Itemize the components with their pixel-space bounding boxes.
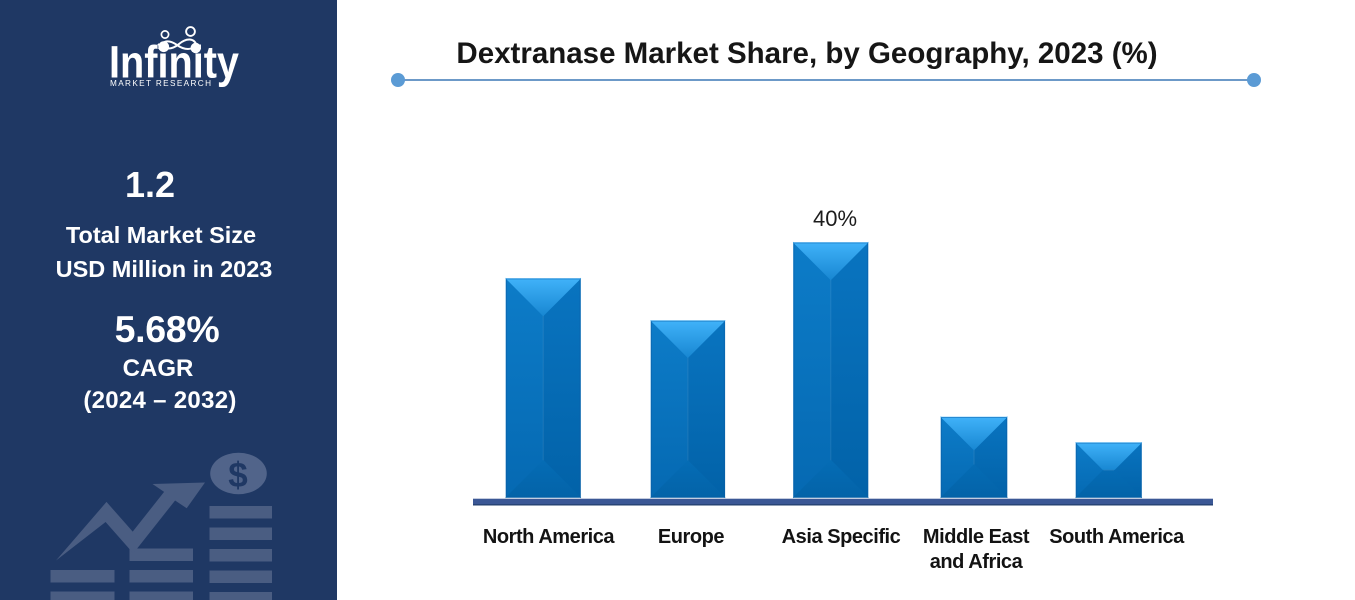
svg-text:$: $ — [228, 456, 247, 495]
svg-text:MARKET RESEARCH: MARKET RESEARCH — [110, 79, 214, 88]
svg-text:Infinity: Infinity — [109, 36, 239, 87]
